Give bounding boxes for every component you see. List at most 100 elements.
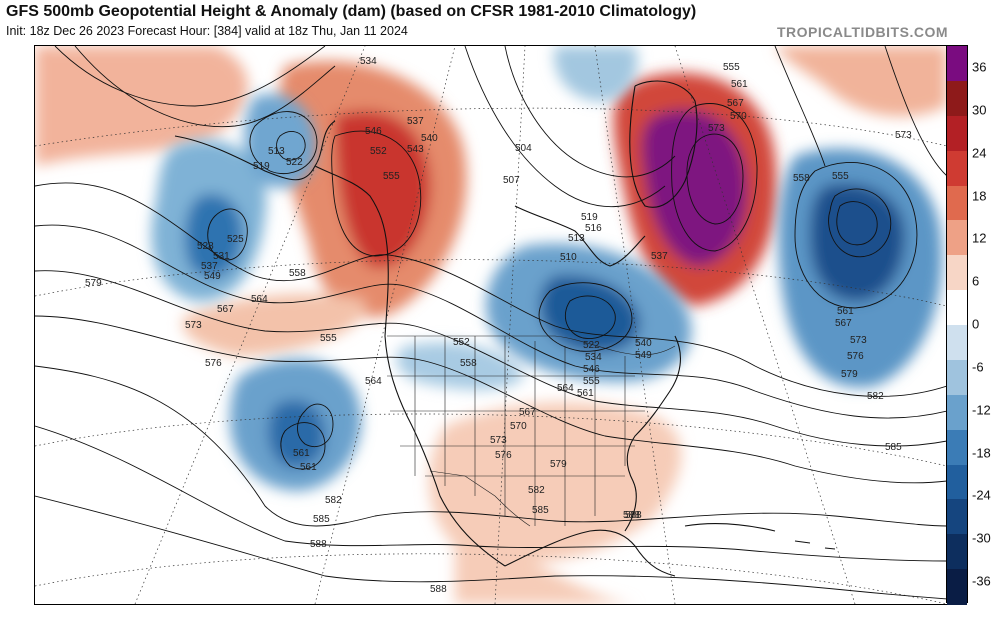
contour-label: 519 xyxy=(581,212,598,223)
contour-label: 561 xyxy=(577,388,594,399)
contour-label: 567 xyxy=(217,304,234,315)
contour-label: 567 xyxy=(727,98,744,109)
height-contours xyxy=(35,46,947,600)
contour-label: 537 xyxy=(651,251,668,262)
contour-label: 561 xyxy=(731,79,748,90)
contour-label: 573 xyxy=(708,123,725,134)
anomaly-shading-negative xyxy=(151,46,943,491)
contour-label: 540 xyxy=(421,133,438,144)
contour-label: 549 xyxy=(635,350,652,361)
contour-label: 588 xyxy=(625,510,642,521)
contour-label: 567 xyxy=(835,318,852,329)
contour-label: 537 xyxy=(407,116,424,127)
brand-watermark: TROPICALTIDBITS.COM xyxy=(776,24,948,40)
colorbar-tick-label: 6 xyxy=(972,273,980,289)
contour-label: 573 xyxy=(185,320,202,331)
colorbar-segment xyxy=(947,255,967,291)
contour-label: 546 xyxy=(583,364,600,375)
contour-label: 576 xyxy=(205,358,222,369)
weather-map: 534 537 540 543 546 552 555 513 519 522 … xyxy=(34,45,948,605)
contour-label: 585 xyxy=(885,442,902,453)
colorbar-tick-label: -6 xyxy=(972,359,984,375)
colorbar-segment xyxy=(947,394,967,431)
colorbar-segment xyxy=(947,115,967,152)
contour-label: 573 xyxy=(850,335,867,346)
colorbar-tick-label: -24 xyxy=(972,487,991,503)
contour-label: 564 xyxy=(365,376,382,387)
contour-label: 516 xyxy=(585,223,602,234)
colorbar-segment xyxy=(947,290,967,326)
colorbar-segment xyxy=(947,464,967,500)
contour-label: 555 xyxy=(583,376,600,387)
contour-label: 537 xyxy=(201,261,218,272)
contour-label: 561 xyxy=(837,306,854,317)
contour-label: 555 xyxy=(320,333,337,344)
contour-label: 564 xyxy=(251,294,268,305)
contour-label: 585 xyxy=(532,505,549,516)
colorbar-tick-label: -18 xyxy=(972,445,991,460)
contour-label: 570 xyxy=(510,421,527,432)
ridge-north-pacific xyxy=(35,46,248,166)
contour-label: 552 xyxy=(453,337,470,348)
contour-label: 555 xyxy=(723,62,740,73)
contour-label: 513 xyxy=(268,146,285,157)
us-mexico-border xyxy=(429,470,531,527)
contour-label: 582 xyxy=(528,485,545,496)
colorbar-segment xyxy=(947,429,967,465)
greenland xyxy=(629,80,698,208)
contour-label: 576 xyxy=(495,450,512,461)
contour-label: 531 xyxy=(213,251,230,262)
colorbar-tick-label: -36 xyxy=(972,573,991,589)
contour-label: 549 xyxy=(204,271,221,282)
coastlines xyxy=(174,80,836,577)
contour-label: 579 xyxy=(841,369,858,380)
colorbar-segment xyxy=(947,185,967,221)
us-canada-border xyxy=(387,335,676,356)
colorbar-tick-label: 18 xyxy=(972,188,987,203)
contour-label: 588 xyxy=(430,584,447,595)
contour-label: 582 xyxy=(325,495,342,506)
map-subtitle: Init: 18z Dec 26 2023 Forecast Hour: [38… xyxy=(6,24,408,38)
contour-label: 579 xyxy=(85,278,102,289)
colorbar-segment xyxy=(947,569,967,605)
contour-label: 561 xyxy=(300,462,317,473)
hudson-bay xyxy=(514,205,646,267)
colorbar-segment xyxy=(947,80,967,117)
contour-label: 588 xyxy=(623,510,640,521)
contour-label: 540 xyxy=(635,338,652,349)
cuba xyxy=(684,523,776,532)
lat-lon-grid xyxy=(35,46,947,604)
colorbar-tick-label: -30 xyxy=(972,530,991,546)
colorbar-segment xyxy=(947,359,967,396)
contour-label: 579 xyxy=(550,459,567,470)
colorbar-segment xyxy=(947,46,967,82)
contour-label: 552 xyxy=(370,146,387,157)
contour-label: 534 xyxy=(585,352,602,363)
colorbar-tick-label: 12 xyxy=(972,230,987,246)
contour-label: 519 xyxy=(253,161,270,172)
contour-label: 564 xyxy=(557,383,574,394)
contour-label: 558 xyxy=(460,358,477,369)
contour-label: 555 xyxy=(383,171,400,182)
contour-label: 558 xyxy=(289,268,306,279)
north-america-west-coast xyxy=(314,165,506,567)
contour-label: 573 xyxy=(895,130,912,141)
contour-label: 510 xyxy=(560,252,577,263)
contour-label: 555 xyxy=(832,171,849,182)
colorbar-segment xyxy=(947,220,967,256)
ridge-band-pacific xyxy=(182,293,366,356)
colorbar-tick-label: 24 xyxy=(972,145,987,161)
contour-label: 534 xyxy=(360,56,377,67)
contour-label: 573 xyxy=(490,435,507,446)
contour-label: 522 xyxy=(286,157,303,168)
contour-label: 543 xyxy=(407,144,424,155)
contour-label: 561 xyxy=(293,448,310,459)
ridge-mexico xyxy=(428,402,682,563)
alaska-coast xyxy=(174,120,336,181)
contour-label: 528 xyxy=(197,241,214,252)
contour-label: 576 xyxy=(847,351,864,362)
colorbar-segment xyxy=(947,499,967,535)
colorbar-tick-label: 36 xyxy=(972,59,987,75)
contour-label: 522 xyxy=(583,340,600,351)
colorbar-tick-label: -12 xyxy=(972,402,991,418)
